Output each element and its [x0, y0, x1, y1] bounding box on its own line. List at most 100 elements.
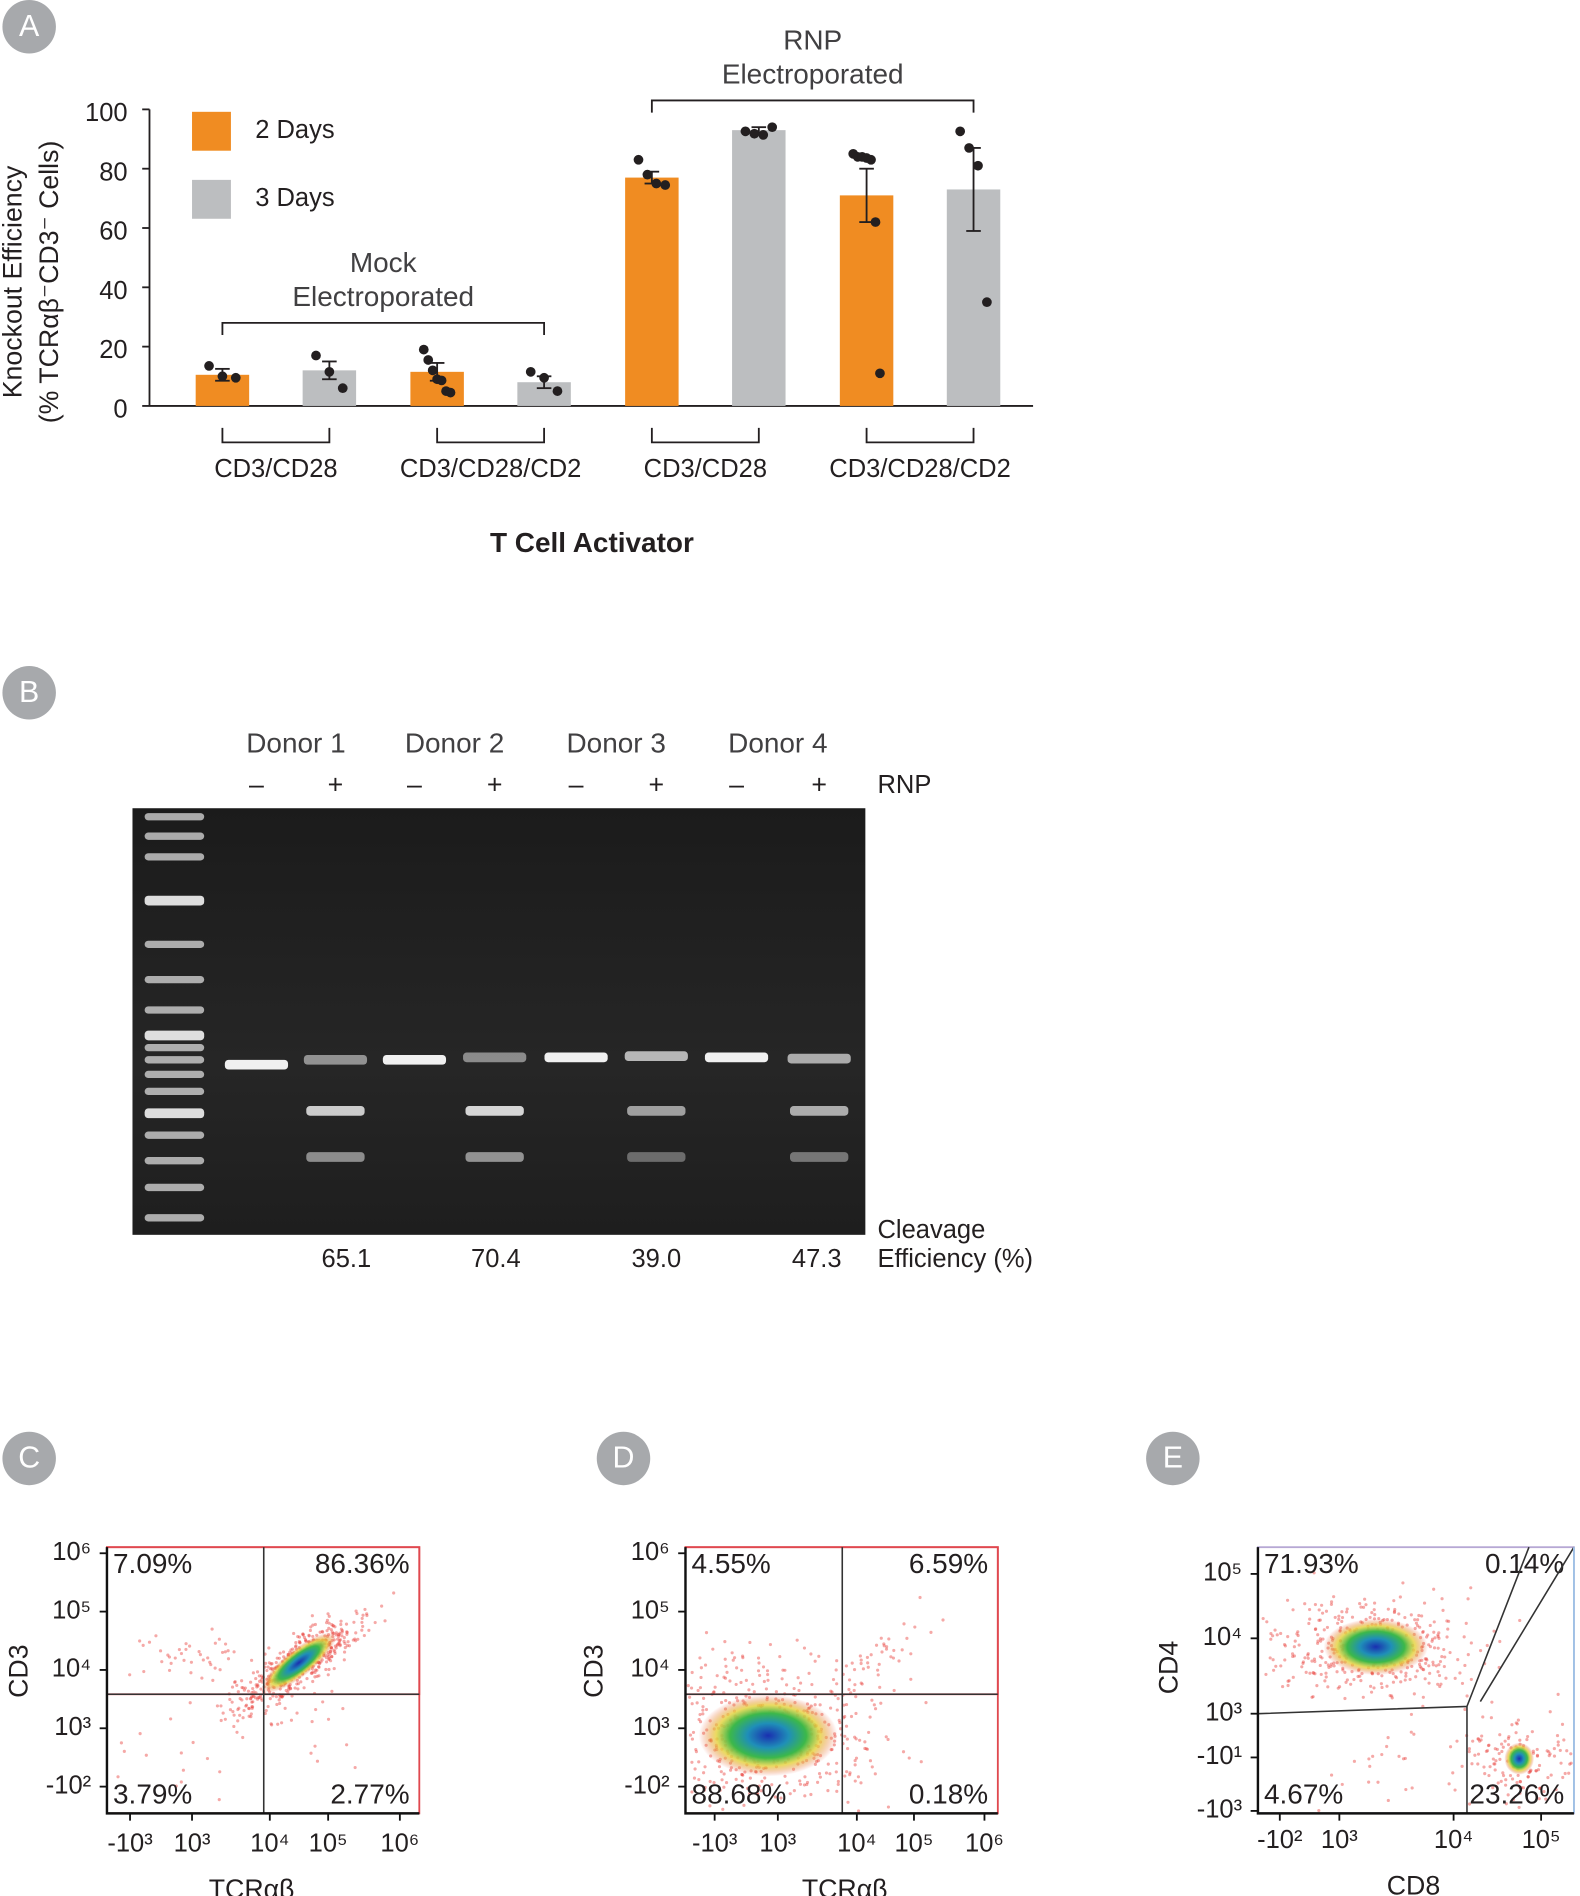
lane-label: + — [811, 769, 827, 799]
event-dot — [712, 1690, 716, 1694]
efficiency-title: Efficiency (%) — [878, 1245, 1034, 1273]
event-dot — [310, 1671, 314, 1675]
event-dot — [781, 1668, 785, 1672]
event-dot — [1506, 1743, 1511, 1747]
event-dot — [1303, 1656, 1307, 1660]
event-dot — [1321, 1637, 1325, 1641]
event-dot — [1480, 1734, 1484, 1738]
event-dot — [1430, 1637, 1435, 1641]
event-dot — [1451, 1771, 1455, 1775]
event-dot — [311, 1679, 315, 1684]
event-dot — [241, 1735, 245, 1740]
event-dot — [327, 1667, 331, 1672]
event-dot — [122, 1749, 126, 1753]
event-dot — [803, 1775, 807, 1779]
event-dot — [762, 1679, 766, 1684]
event-dot — [1432, 1587, 1436, 1591]
ladder-band — [144, 895, 205, 906]
event-dot — [330, 1689, 334, 1693]
cleaved-band — [465, 1106, 524, 1116]
ladder-band — [144, 1070, 205, 1079]
event-dot — [365, 1612, 369, 1616]
event-dot — [1345, 1607, 1349, 1611]
event-dot — [699, 1675, 703, 1680]
event-dot — [874, 1643, 879, 1647]
event-dot — [211, 1678, 215, 1682]
event-dot — [197, 1650, 201, 1654]
ladder-band — [144, 832, 205, 840]
event-dot — [1368, 1615, 1372, 1620]
event-dot — [1282, 1642, 1287, 1647]
data-point — [427, 365, 438, 376]
event-dot — [748, 1640, 752, 1645]
data-point — [337, 383, 348, 394]
event-dot — [1547, 1754, 1551, 1758]
event-dot — [191, 1740, 195, 1745]
event-dot — [785, 1781, 789, 1785]
event-dot — [169, 1717, 173, 1721]
event-dot — [697, 1777, 701, 1782]
event-dot — [257, 1674, 261, 1678]
event-dot — [1286, 1635, 1290, 1639]
event-dot — [859, 1681, 863, 1685]
uncut-band — [463, 1052, 527, 1063]
event-dot — [1487, 1743, 1491, 1747]
quadrant-population — [1317, 1730, 1480, 1813]
event-dot — [238, 1713, 242, 1717]
event-dot — [1311, 1671, 1315, 1675]
event-dot — [1463, 1663, 1467, 1668]
event-dot — [1501, 1745, 1505, 1749]
quadrant-label: 0.14% — [1485, 1548, 1564, 1579]
event-dot — [843, 1714, 847, 1719]
event-dot — [275, 1702, 279, 1707]
event-dot — [1489, 1716, 1493, 1720]
event-dot — [1473, 1753, 1477, 1757]
event-dot — [1517, 1805, 1521, 1809]
event-dot — [1467, 1747, 1471, 1751]
event-dot — [1269, 1637, 1273, 1641]
event-dot — [232, 1650, 236, 1654]
event-dot — [1508, 1773, 1513, 1778]
event-dot — [256, 1683, 260, 1687]
event-dot — [897, 1659, 901, 1663]
panel-badge — [1146, 1431, 1200, 1486]
event-dot — [1285, 1598, 1290, 1602]
event-dot — [336, 1637, 340, 1641]
data-point — [525, 366, 536, 377]
event-dot — [1412, 1732, 1416, 1736]
event-dot — [792, 1686, 796, 1691]
event-dot — [189, 1671, 193, 1675]
event-dot — [1567, 1771, 1571, 1775]
event-dot — [889, 1655, 893, 1659]
event-dot — [689, 1686, 694, 1690]
event-dot — [1386, 1798, 1390, 1803]
y-tick-label: 10³ — [54, 1713, 91, 1741]
event-dot — [803, 1794, 807, 1798]
event-dot — [725, 1670, 729, 1674]
event-dot — [1291, 1675, 1295, 1679]
event-dot — [1432, 1620, 1436, 1624]
event-dot — [294, 1641, 298, 1645]
event-dot — [1521, 1786, 1526, 1790]
event-dot — [141, 1643, 145, 1647]
event-dot — [798, 1681, 803, 1685]
event-dot — [734, 1777, 738, 1781]
event-dot — [1264, 1672, 1268, 1677]
event-dot — [1344, 1680, 1348, 1684]
event-dot — [858, 1738, 862, 1742]
event-dot — [853, 1759, 857, 1763]
x-tick-label: 10⁴ — [1434, 1826, 1473, 1854]
event-dot — [1414, 1621, 1418, 1625]
event-dot — [756, 1669, 761, 1673]
event-dot — [1423, 1657, 1427, 1661]
event-dot — [1527, 1770, 1531, 1775]
event-dot — [703, 1663, 708, 1667]
event-dot — [360, 1616, 364, 1620]
event-dot — [1555, 1733, 1560, 1738]
y-tick-label: 10⁵ — [1203, 1559, 1242, 1587]
event-dot — [1485, 1749, 1490, 1753]
donor-label: Donor 3 — [566, 727, 665, 758]
quadrant-population — [686, 1651, 923, 1813]
event-dot — [1423, 1677, 1427, 1681]
ladder-band — [144, 1131, 205, 1139]
